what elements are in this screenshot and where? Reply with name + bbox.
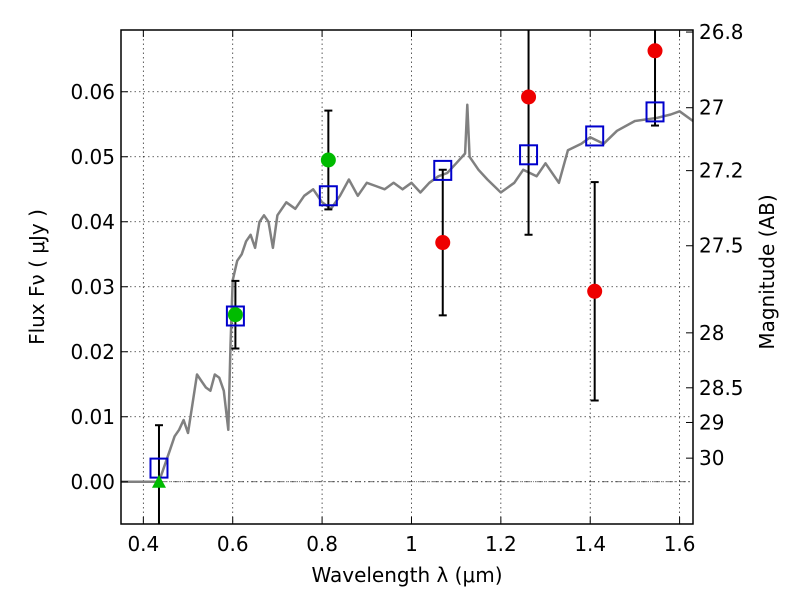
template-spectrum-line bbox=[121, 103, 694, 484]
green-data-point bbox=[320, 152, 336, 168]
mag-tick-label: 28.5 bbox=[699, 376, 744, 400]
y-axis-title: Flux Fν ( μJy ) bbox=[25, 209, 49, 345]
y-tick-label: 0.02 bbox=[70, 340, 115, 364]
x-axis-title: Wavelength λ (μm) bbox=[311, 563, 502, 587]
y-tick-label: 0.03 bbox=[70, 275, 115, 299]
template-curve-layer bbox=[121, 103, 694, 484]
x-tick-label: 0.6 bbox=[217, 532, 249, 556]
plot-frame bbox=[120, 29, 694, 525]
x-tick-label: 1.2 bbox=[485, 532, 517, 556]
model-square-marker bbox=[585, 125, 605, 147]
x-tick-label: 1.6 bbox=[664, 532, 696, 556]
model-square-marker bbox=[433, 159, 453, 181]
mag-tick-label: 27.5 bbox=[699, 234, 744, 258]
marker-layer bbox=[149, 43, 665, 488]
model-square-marker bbox=[318, 185, 338, 207]
model-square-marker bbox=[225, 305, 245, 327]
x-tick-label: 0.8 bbox=[306, 532, 338, 556]
mag-tick-label: 27.2 bbox=[699, 159, 744, 183]
y2-axis-title: Magnitude (AB) bbox=[755, 194, 779, 349]
mag-tick-label: 26.8 bbox=[699, 20, 744, 44]
x-tick-label: 1.4 bbox=[574, 532, 606, 556]
upper-limit-triangle bbox=[151, 474, 166, 488]
red-data-point bbox=[647, 43, 663, 59]
model-square-marker bbox=[519, 144, 539, 166]
green-data-point bbox=[227, 307, 243, 323]
red-data-point bbox=[587, 283, 603, 299]
mag-tick-label: 30 bbox=[699, 446, 724, 470]
y-tick-label: 0.06 bbox=[70, 80, 115, 104]
y-tick-label: 0.01 bbox=[70, 405, 115, 429]
red-data-point bbox=[521, 89, 537, 105]
red-data-point bbox=[435, 235, 451, 251]
mag-tick-label: 27 bbox=[699, 96, 724, 120]
mag-tick-label: 29 bbox=[699, 410, 724, 434]
errorbar-layer bbox=[154, 30, 660, 524]
model-square-marker bbox=[645, 101, 665, 123]
y-tick-label: 0.04 bbox=[70, 210, 115, 234]
ticks: 0.4 0.6 0.8 1 1.2 1.4 1.6 0.00 0.01 0.02 0.03 0.04 0… bbox=[70, 20, 743, 556]
y-tick-label: 0.05 bbox=[70, 145, 115, 169]
y-tick-label: 0.00 bbox=[70, 470, 115, 494]
mag-tick-label: 28 bbox=[699, 321, 724, 345]
x-tick-label: 0.4 bbox=[127, 532, 159, 556]
grid bbox=[121, 30, 693, 524]
x-tick-label: 1 bbox=[405, 532, 418, 556]
